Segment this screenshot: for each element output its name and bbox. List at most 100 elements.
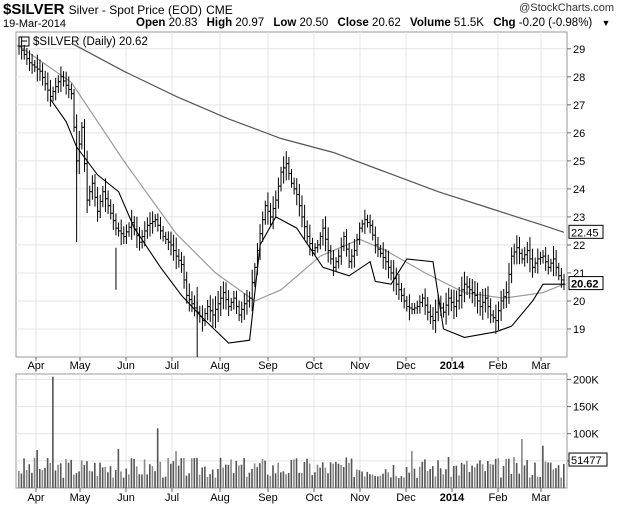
volume-bar — [266, 474, 269, 488]
volume-bar — [222, 467, 224, 488]
volume-bar — [366, 471, 369, 488]
volume-x-tick-label: Sep — [258, 492, 278, 504]
volume-bar — [479, 460, 481, 488]
volume-bar — [214, 477, 217, 488]
volume-bar — [261, 459, 264, 488]
volume-x-tick-label: Oct — [305, 492, 322, 504]
volume-bar — [555, 468, 557, 488]
volume-bar — [57, 464, 59, 488]
triangle-down-icon[interactable]: ▼ — [601, 18, 611, 28]
volume-bar — [358, 470, 361, 488]
quote-summary: Open 20.83 High 20.97 Low 20.50 Close 20… — [136, 17, 613, 29]
volume-bar — [245, 476, 248, 488]
volume-bar — [36, 450, 38, 488]
volume-bar — [442, 474, 445, 488]
volume-bar — [49, 462, 52, 488]
volume-bar — [167, 458, 169, 488]
volume-bar — [489, 464, 492, 488]
volume-bar — [298, 472, 300, 488]
volume-bar — [460, 462, 463, 488]
volume-bar — [44, 467, 46, 488]
volume-bar — [290, 459, 293, 488]
volume-bar — [337, 463, 340, 488]
volume-bar — [311, 475, 314, 488]
volume-bar — [418, 466, 421, 488]
volume-bar — [293, 459, 295, 488]
volume-x-tick-label: Jul — [165, 492, 179, 504]
volume-bar — [487, 461, 489, 488]
volume-bar — [41, 470, 44, 488]
volume-bar — [201, 467, 204, 488]
volume-bar — [303, 461, 306, 488]
volume-bar — [18, 471, 20, 488]
volume-bar — [321, 462, 324, 488]
volume-bar — [500, 477, 502, 488]
volume-bar — [206, 477, 209, 488]
volume-bar — [86, 461, 88, 488]
volume-bar — [138, 474, 141, 488]
volume-bar — [96, 475, 99, 488]
volume-bar — [253, 463, 256, 488]
volume-bar — [264, 460, 266, 488]
volume-bars — [18, 376, 565, 488]
date-label: 19-Mar-2014 — [3, 18, 66, 30]
volume-bar — [531, 475, 534, 488]
volume-x-tick-label: Feb — [489, 492, 508, 504]
close-value: 20.62 — [372, 17, 401, 29]
volume-bar — [38, 469, 41, 488]
volume-bar — [149, 464, 151, 488]
volume-bar — [28, 464, 31, 488]
volume-bar — [133, 458, 135, 488]
price-x-tick-label: Feb — [489, 360, 508, 372]
volume-bar — [361, 471, 363, 488]
volume-bar — [455, 465, 458, 488]
volume-bar — [437, 460, 439, 488]
volume-value: 51.5K — [453, 17, 484, 29]
volume-bar — [363, 476, 366, 488]
volume-bar — [230, 459, 232, 488]
volume-bar — [526, 460, 528, 488]
volume-bar — [46, 458, 49, 488]
volume-bar — [280, 472, 282, 488]
volume-bar — [269, 475, 272, 488]
legend-text: $SILVER (Daily) 20.62 — [33, 36, 148, 48]
volume-bar — [395, 475, 397, 488]
volume-bar — [510, 473, 513, 488]
volume-bar — [521, 439, 523, 488]
volume-bar — [319, 467, 321, 488]
volume-bar — [93, 462, 96, 488]
volume-bar — [67, 462, 70, 488]
volume-bar — [248, 472, 251, 488]
last-price-tag: 20.62 — [571, 279, 599, 291]
volume-bar — [413, 468, 416, 488]
volume-bar — [183, 457, 185, 488]
low-label: Low — [273, 17, 297, 29]
volume-bar — [314, 472, 316, 488]
volume-bar — [384, 469, 387, 488]
volume-bar — [235, 460, 238, 488]
volume-bar — [552, 469, 555, 488]
volume-bar — [151, 466, 154, 488]
last-price-tag-box — [568, 276, 604, 291]
volume-x-tick-label: May — [70, 492, 91, 504]
volume-bar — [476, 463, 479, 488]
volume-bar — [277, 462, 279, 488]
volume-bar — [177, 465, 180, 488]
volume-bar — [91, 471, 93, 488]
volume-bar — [159, 461, 162, 488]
volume-bar — [232, 473, 235, 488]
volume-x-tick-label: Apr — [27, 492, 44, 504]
high-label: High — [206, 17, 233, 29]
low-value: 20.50 — [299, 17, 329, 29]
price-x-tick-label: Apr — [27, 360, 44, 372]
volume-bar — [193, 458, 196, 488]
ohlc-bar — [562, 274, 566, 291]
volume-bar — [117, 448, 120, 488]
volume-bar — [371, 474, 374, 488]
volume-bar — [109, 466, 112, 488]
volume-bar — [390, 477, 392, 488]
volume-bar — [59, 463, 62, 488]
volume-bar — [539, 477, 542, 488]
volume-bar — [353, 477, 355, 488]
